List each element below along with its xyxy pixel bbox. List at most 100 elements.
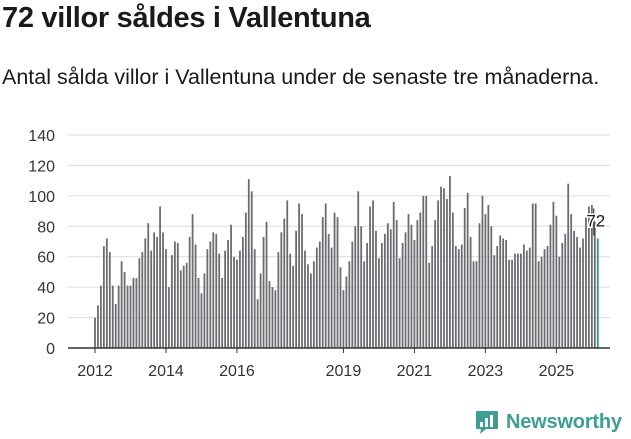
bar [490,226,493,348]
bar [153,232,156,348]
bar [247,179,250,348]
bar [525,250,528,348]
bar [378,258,380,348]
bar [185,262,188,348]
bar [588,206,590,348]
bar [454,246,457,348]
bar [304,250,306,348]
bar [241,236,244,348]
bar [496,246,499,348]
bar [413,239,416,348]
y-tick-label: 20 [37,311,55,328]
bar [478,223,481,348]
bar [502,238,505,348]
bar [549,224,552,348]
bar-chart: 0 20 40 60 80 100 120 140 2012 2014 2016 2019 2021 20… [28,128,610,380]
bar [590,204,593,348]
bar [277,252,280,348]
bar [460,244,463,348]
bar [585,217,587,348]
bar [514,253,516,348]
bar [135,278,138,348]
bar [389,229,392,348]
bar [203,273,206,348]
bar [233,256,235,348]
bar [298,203,300,348]
bar [301,214,303,348]
bar [540,256,543,348]
bar [579,247,581,348]
bar [321,217,324,348]
y-tick-label: 80 [37,219,55,236]
bar [576,236,578,348]
x-tick-label: 2023 [468,363,504,380]
bar [194,244,197,348]
newsworthy-chart-icon [476,411,498,434]
y-tick-label: 100 [28,189,55,206]
bar [179,270,182,348]
x-tick-label: 2021 [397,363,433,380]
bar [141,252,144,348]
bar [111,285,114,348]
bar [484,214,487,348]
bar [123,271,126,348]
bar [434,220,437,348]
bar [520,253,522,348]
bar [188,236,191,348]
bar [395,220,398,348]
chart-subtitle: Antal sålda villor i Vallentuna under de… [2,65,600,89]
bar [132,278,135,348]
bar [416,220,419,348]
bar [419,212,422,348]
brand-name: Newsworthy [506,410,622,433]
bar [366,243,368,348]
bar [165,249,167,348]
bar [570,214,573,348]
bar [310,273,312,348]
y-tick-label: 120 [28,158,55,175]
bar [94,317,96,348]
bar [440,186,442,348]
bar [543,249,546,348]
bar [573,230,576,348]
bar [534,203,537,348]
bar [230,224,232,348]
bar [171,255,173,348]
bar [552,201,555,348]
bar [227,239,229,348]
bar [120,261,123,348]
bar [375,230,377,348]
bar [147,223,150,348]
bar [274,290,277,348]
bar [336,217,339,348]
bar [472,261,475,348]
bar [380,243,383,348]
bar [443,188,445,348]
bar [422,195,425,348]
x-tick-label: 2019 [326,363,362,380]
bar [150,250,153,348]
bar [558,256,561,348]
bar [487,204,490,348]
bar [567,183,570,348]
bar [212,232,215,348]
bar [117,285,120,348]
y-tick-label: 0 [46,341,55,358]
bar [268,281,271,348]
bar [327,233,330,348]
bar [295,230,298,348]
bar [407,214,410,348]
bar [168,287,170,348]
bar [511,259,513,348]
bar [200,293,203,348]
bar [425,195,428,348]
bar [410,224,413,348]
x-tick-label: 2025 [539,363,575,380]
bar [469,236,472,348]
bar [360,226,363,348]
x-tick-label: 2012 [77,363,113,380]
bar [182,265,185,348]
bar [156,236,158,348]
bar [236,259,238,348]
bar [259,273,262,348]
